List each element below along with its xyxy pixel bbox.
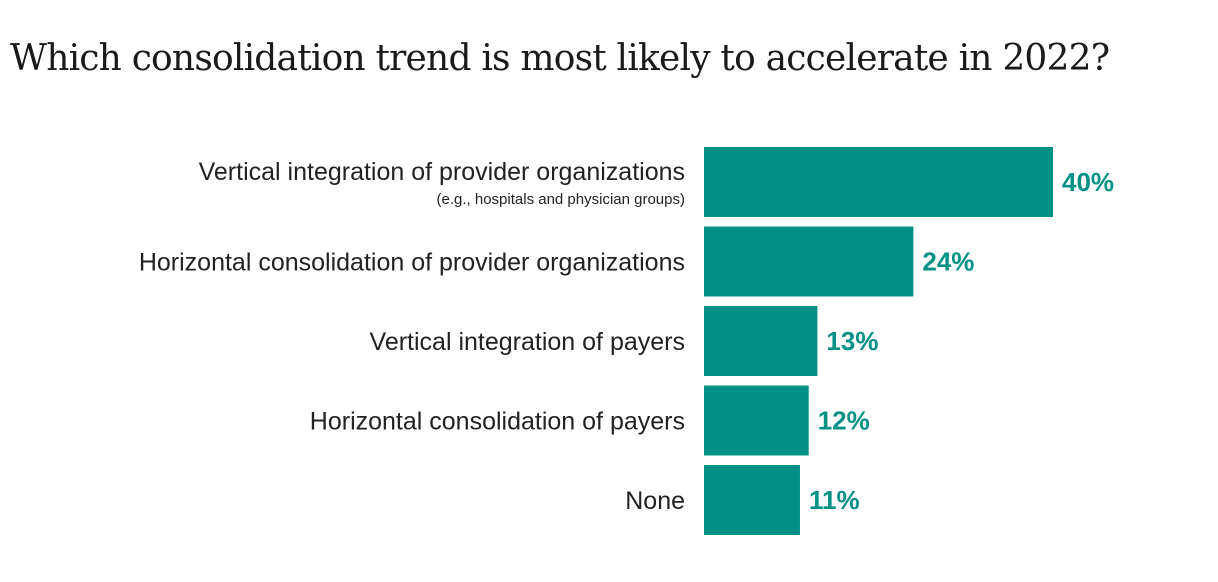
value-label-5: 11% xyxy=(809,485,860,515)
bar-5 xyxy=(704,465,800,535)
category-label-2: Horizontal consolidation of provider org… xyxy=(139,249,685,277)
category-label-5: None xyxy=(625,487,685,515)
category-label-4: Horizontal consolidation of payers xyxy=(310,408,685,436)
category-note-1: (e.g., hospitals and physician groups) xyxy=(437,191,685,208)
category-label-1: Vertical integration of provider organiz… xyxy=(199,158,685,186)
category-label-3: Vertical integration of payers xyxy=(370,328,685,356)
bar-2 xyxy=(704,226,914,297)
value-label-3: 13% xyxy=(826,326,878,356)
bar-1 xyxy=(704,147,1053,217)
bar-3 xyxy=(704,306,818,376)
value-label-2: 24% xyxy=(922,247,974,277)
chart-title: Which consolidation trend is most likely… xyxy=(10,38,1110,79)
value-label-1: 40% xyxy=(1062,167,1114,197)
bar-4 xyxy=(704,385,809,456)
value-label-4: 12% xyxy=(818,406,870,436)
